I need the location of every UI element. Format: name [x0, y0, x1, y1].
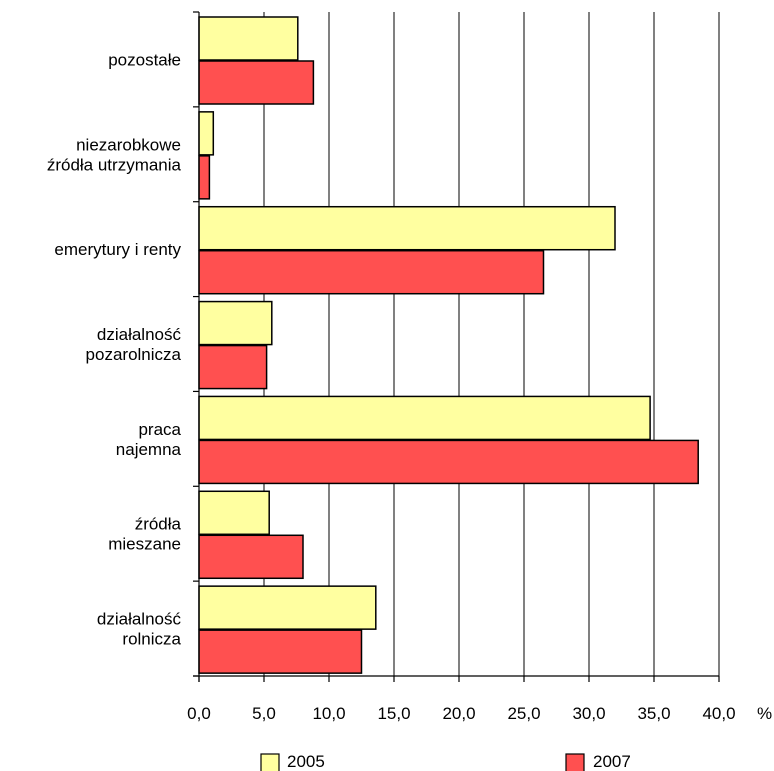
category-label: źródła utrzymania [47, 155, 182, 174]
x-unit-label: % [757, 704, 772, 723]
bar-2007 [198, 534, 304, 580]
x-tick-label: 5,0 [252, 704, 276, 723]
bar-2005 [198, 16, 299, 61]
x-tick-label: 20,0 [442, 704, 475, 723]
bar-2007 [198, 344, 268, 390]
x-tick-label: 30,0 [572, 704, 605, 723]
bar-2007 [198, 60, 315, 105]
bar-2005 [198, 585, 377, 630]
bar-2005 [198, 300, 273, 346]
category-label: praca [138, 420, 181, 439]
x-tick-label: 35,0 [637, 704, 670, 723]
category-label: pozarolnicza [86, 345, 182, 364]
bar-2005 [198, 490, 270, 536]
x-tick-label: 25,0 [507, 704, 540, 723]
bar-2005 [198, 111, 215, 156]
category-label: niezarobkowe [76, 135, 181, 154]
bar-2007 [198, 155, 211, 200]
bars [198, 16, 699, 674]
bar-2007 [198, 439, 699, 485]
category-label: działalność [97, 610, 182, 629]
bar-2005 [198, 395, 651, 441]
category-label: działalność [97, 325, 182, 344]
legend-label-2007: 2007 [593, 752, 631, 771]
bar-2007 [198, 629, 363, 674]
category-label: emerytury i renty [54, 240, 181, 259]
category-label: pozostałe [108, 50, 181, 69]
bar-2005 [198, 205, 616, 251]
category-label: rolnicza [122, 630, 181, 649]
category-label: najemna [116, 440, 182, 459]
x-tick-label: 0,0 [187, 704, 211, 723]
category-label: źródła [135, 515, 182, 534]
x-tick-label: 40,0 [702, 704, 735, 723]
legend-swatch-2007 [565, 753, 585, 771]
x-tick-label: 10,0 [312, 704, 345, 723]
x-tick-label: 15,0 [377, 704, 410, 723]
grid-lines [263, 12, 720, 676]
legend-swatch-2005 [260, 753, 280, 771]
axes [193, 11, 720, 682]
tick-labels: 0,0 5,0 10,0 15,0 20,0 25,0 30,0 35,0 40,0 [187, 704, 735, 723]
bar-2007 [198, 249, 545, 295]
legend: 2005 2007 [260, 752, 631, 771]
category-label: mieszane [108, 535, 181, 554]
legend-label-2005: 2005 [287, 752, 325, 771]
